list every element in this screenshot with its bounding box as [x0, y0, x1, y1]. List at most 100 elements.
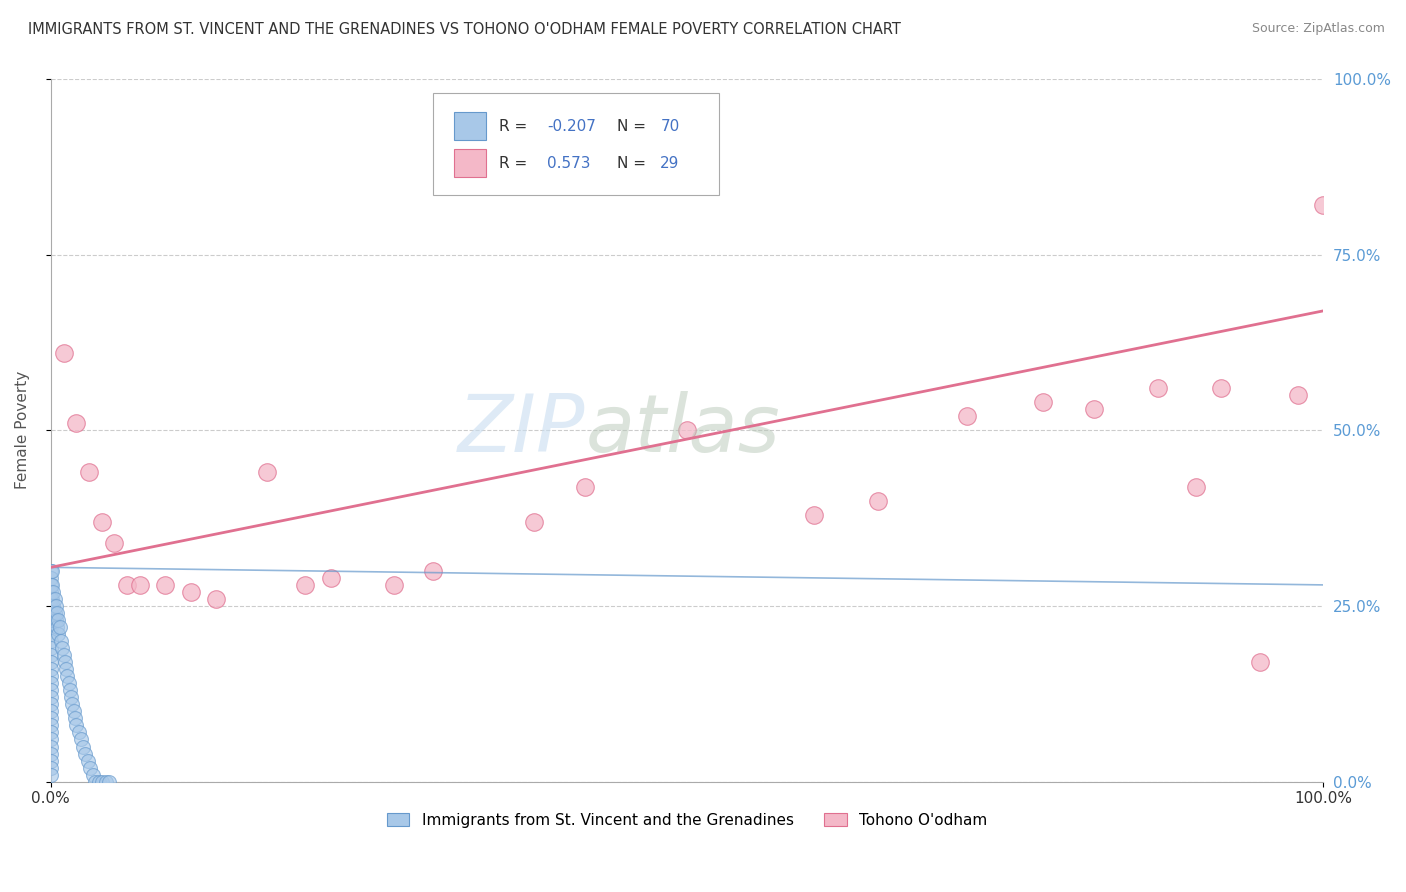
- Point: [39, 669, 62, 683]
- Point: [39, 620, 62, 634]
- Point: [77, 466, 100, 480]
- Point: [155, 578, 177, 592]
- Point: [90, 515, 112, 529]
- Point: [39, 648, 62, 663]
- Text: N =: N =: [617, 119, 651, 134]
- Point: [384, 578, 406, 592]
- Point: [1312, 198, 1334, 212]
- Point: [103, 535, 125, 549]
- Point: [39, 578, 62, 592]
- Text: 0.573: 0.573: [547, 156, 591, 170]
- Point: [1249, 655, 1271, 669]
- Point: [422, 564, 444, 578]
- Point: [39, 662, 62, 676]
- Point: [46, 606, 69, 620]
- Point: [52, 346, 75, 360]
- Point: [39, 599, 62, 613]
- Point: [82, 767, 104, 781]
- Point: [46, 620, 69, 634]
- Point: [56, 669, 79, 683]
- Point: [55, 662, 77, 676]
- Point: [60, 690, 83, 705]
- Legend: Immigrants from St. Vincent and the Grenadines, Tohono O'odham: Immigrants from St. Vincent and the Gren…: [381, 806, 994, 834]
- Point: [48, 627, 70, 641]
- Point: [39, 767, 62, 781]
- Point: [129, 578, 152, 592]
- Point: [39, 634, 62, 648]
- Point: [803, 508, 825, 522]
- Point: [39, 754, 62, 768]
- Point: [62, 698, 84, 712]
- Point: [39, 705, 62, 719]
- Point: [84, 774, 107, 789]
- Point: [319, 571, 342, 585]
- Point: [89, 774, 111, 789]
- Point: [39, 585, 62, 599]
- Point: [39, 641, 62, 656]
- Text: atlas: atlas: [585, 392, 780, 469]
- Point: [41, 578, 63, 592]
- Point: [1147, 381, 1170, 395]
- Point: [42, 613, 65, 627]
- Point: [39, 613, 62, 627]
- Point: [956, 409, 979, 424]
- Point: [39, 732, 62, 747]
- Point: [115, 578, 138, 592]
- Point: [1211, 381, 1233, 395]
- Text: R =: R =: [499, 119, 531, 134]
- Point: [39, 761, 62, 775]
- Point: [48, 620, 70, 634]
- Point: [39, 655, 62, 669]
- Point: [180, 585, 202, 599]
- Bar: [454, 149, 486, 178]
- Point: [39, 718, 62, 732]
- Point: [62, 705, 84, 719]
- Point: [1032, 395, 1054, 409]
- Point: [39, 739, 62, 754]
- Text: -0.207: -0.207: [547, 119, 596, 134]
- FancyBboxPatch shape: [433, 93, 718, 195]
- Text: R =: R =: [499, 156, 531, 170]
- Point: [65, 417, 87, 431]
- Point: [63, 711, 86, 725]
- Point: [39, 698, 62, 712]
- Point: [294, 578, 316, 592]
- Point: [1185, 479, 1208, 493]
- Point: [98, 774, 121, 789]
- Point: [39, 591, 62, 606]
- Point: [676, 423, 699, 437]
- Point: [39, 606, 62, 620]
- Point: [59, 683, 82, 698]
- Point: [48, 613, 70, 627]
- Text: ZIP: ZIP: [458, 392, 585, 469]
- Point: [39, 571, 62, 585]
- Text: Source: ZipAtlas.com: Source: ZipAtlas.com: [1251, 22, 1385, 36]
- Point: [1286, 388, 1309, 402]
- Bar: [454, 112, 486, 140]
- Point: [1083, 402, 1105, 417]
- Point: [39, 711, 62, 725]
- Point: [256, 466, 278, 480]
- Point: [39, 747, 62, 761]
- Point: [45, 599, 67, 613]
- Y-axis label: Female Poverty: Female Poverty: [15, 371, 30, 490]
- Point: [574, 479, 596, 493]
- Point: [49, 634, 72, 648]
- Point: [79, 761, 101, 775]
- Point: [866, 493, 889, 508]
- Point: [58, 676, 80, 690]
- Point: [72, 739, 94, 754]
- Point: [41, 564, 63, 578]
- Point: [44, 606, 66, 620]
- Point: [39, 564, 62, 578]
- Point: [70, 732, 93, 747]
- Point: [205, 591, 228, 606]
- Point: [90, 774, 112, 789]
- Text: N =: N =: [617, 156, 651, 170]
- Point: [39, 676, 62, 690]
- Point: [39, 725, 62, 739]
- Point: [76, 754, 98, 768]
- Point: [53, 655, 76, 669]
- Point: [45, 613, 67, 627]
- Point: [523, 515, 546, 529]
